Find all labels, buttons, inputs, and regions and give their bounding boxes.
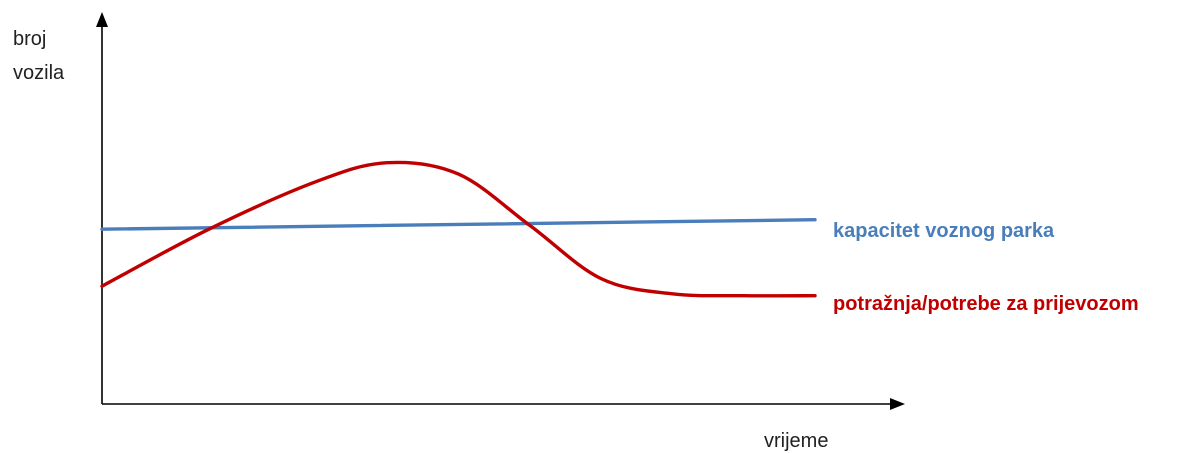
series-line-potraznja (100, 160, 817, 298)
series-label-potraznja: potražnja/potrebe za prijevozom (833, 293, 1139, 315)
series-label-kapacitet: kapacitet voznog parka (833, 220, 1055, 242)
series-layer (100, 160, 817, 298)
x-axis-label: vrijeme (764, 430, 828, 452)
chart-axes (96, 12, 905, 410)
y-axis-label-line-1: broj (13, 28, 46, 50)
y-axis-label-line-2: vozila (13, 62, 65, 84)
x-axis-arrow (890, 398, 905, 410)
y-axis-arrow (96, 12, 108, 27)
series-line-kapacitet (100, 218, 817, 231)
